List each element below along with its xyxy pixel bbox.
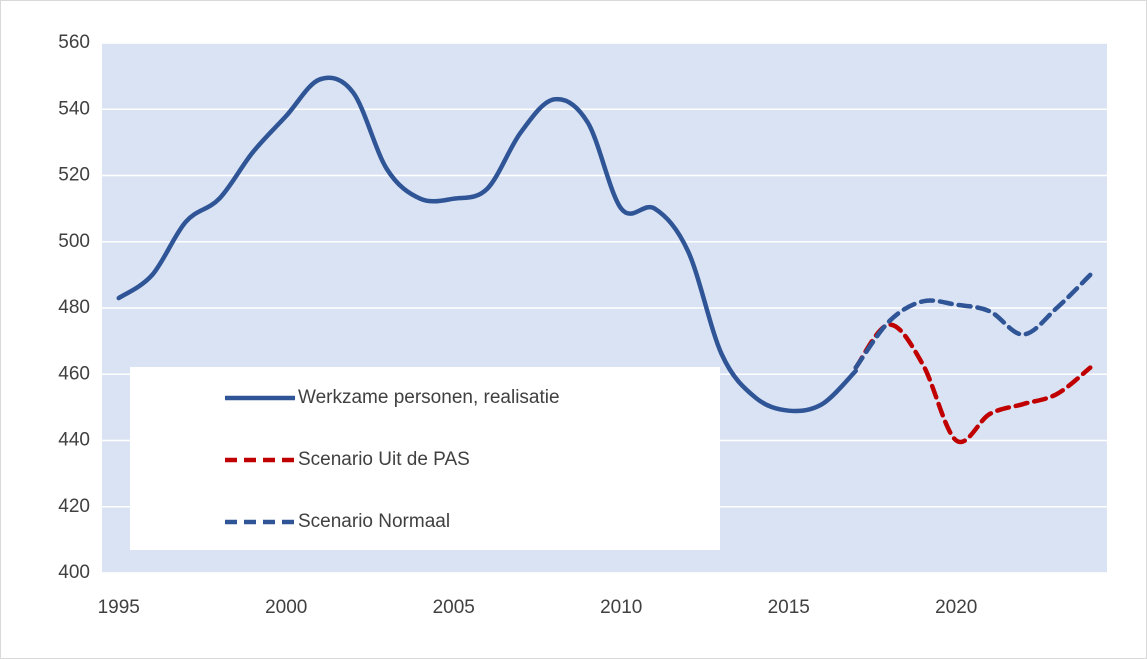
series-line (853, 272, 1093, 370)
legend-label: Scenario Normaal (298, 511, 450, 532)
y-tick-label: 460 (58, 363, 90, 384)
x-tick-label: 2020 (935, 597, 977, 618)
series-line (853, 322, 1093, 445)
y-tick-label: 440 (58, 430, 90, 451)
x-tick-label: 2005 (433, 597, 475, 618)
x-tick-label: 1995 (98, 597, 140, 618)
legend-label: Werkzame personen, realisatie (298, 387, 560, 408)
x-tick-label: 2000 (265, 597, 307, 618)
y-tick-label: 560 (58, 32, 90, 53)
legend-label: Scenario Uit de PAS (298, 449, 470, 470)
y-tick-label: 540 (58, 98, 90, 119)
y-tick-label: 400 (58, 562, 90, 583)
x-tick-label: 2010 (600, 597, 642, 618)
series-line (116, 75, 858, 414)
y-tick-label: 500 (58, 231, 90, 252)
y-tick-label: 480 (58, 297, 90, 318)
x-tick-label: 2015 (768, 597, 810, 618)
y-tick-label: 420 (58, 496, 90, 517)
y-tick-label: 520 (58, 165, 90, 186)
